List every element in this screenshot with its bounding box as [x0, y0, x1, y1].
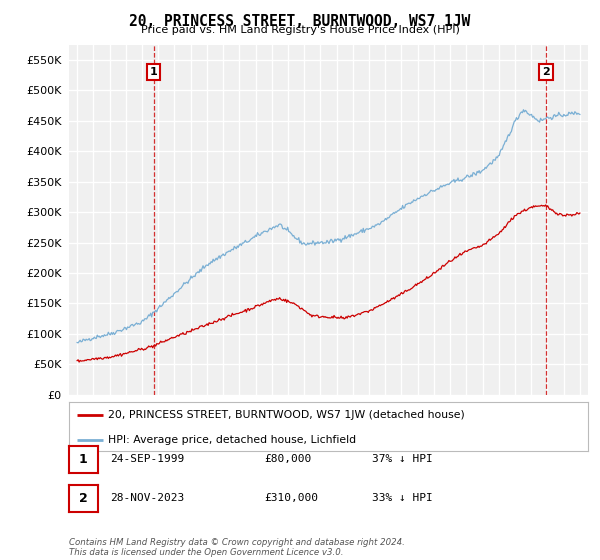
- Text: 24-SEP-1999: 24-SEP-1999: [110, 454, 184, 464]
- Text: Contains HM Land Registry data © Crown copyright and database right 2024.
This d: Contains HM Land Registry data © Crown c…: [69, 538, 405, 557]
- Text: 1: 1: [79, 452, 88, 466]
- Text: 33% ↓ HPI: 33% ↓ HPI: [372, 493, 433, 503]
- Text: 20, PRINCESS STREET, BURNTWOOD, WS7 1JW (detached house): 20, PRINCESS STREET, BURNTWOOD, WS7 1JW …: [108, 410, 464, 421]
- Text: Price paid vs. HM Land Registry's House Price Index (HPI): Price paid vs. HM Land Registry's House …: [140, 25, 460, 35]
- Text: 28-NOV-2023: 28-NOV-2023: [110, 493, 184, 503]
- Text: 37% ↓ HPI: 37% ↓ HPI: [372, 454, 433, 464]
- Text: £310,000: £310,000: [264, 493, 318, 503]
- Text: 2: 2: [79, 492, 88, 505]
- Text: 20, PRINCESS STREET, BURNTWOOD, WS7 1JW: 20, PRINCESS STREET, BURNTWOOD, WS7 1JW: [130, 14, 470, 29]
- Text: HPI: Average price, detached house, Lichfield: HPI: Average price, detached house, Lich…: [108, 435, 356, 445]
- Text: 1: 1: [150, 67, 158, 77]
- Text: 2: 2: [542, 67, 550, 77]
- Text: £80,000: £80,000: [264, 454, 311, 464]
